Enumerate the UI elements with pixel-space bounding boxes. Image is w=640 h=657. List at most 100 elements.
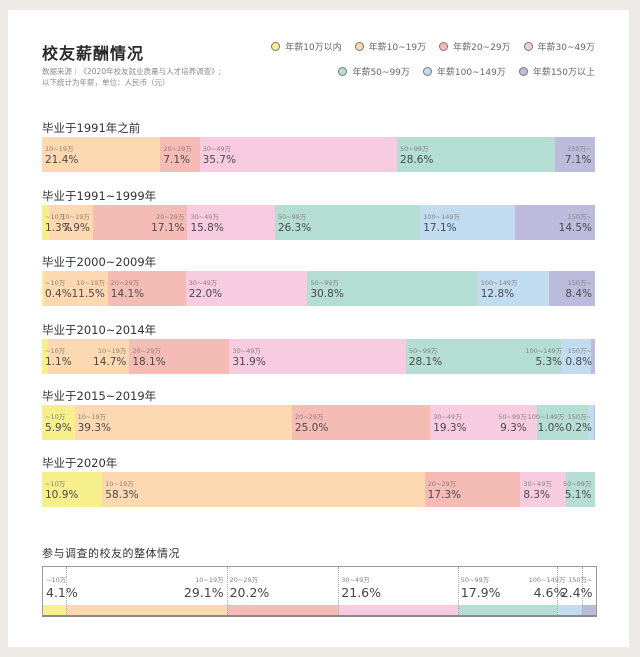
legend-item: 年薪30~49万 bbox=[523, 40, 595, 53]
overall-title: 参与调查的校友的整体情况 bbox=[42, 547, 180, 560]
segment-label: 50~99万 17.9% bbox=[461, 576, 501, 600]
bar-segment-100_149 bbox=[588, 405, 595, 440]
segment-label: 30~49万 35.7% bbox=[203, 145, 236, 167]
segment-category: 100~149万 bbox=[527, 413, 565, 421]
segment-category: 150万~ bbox=[567, 145, 592, 153]
segment-label: 20~29万 18.1% bbox=[132, 347, 165, 369]
bar-segment-100_149 bbox=[477, 271, 550, 306]
segment-percent: 15.8% bbox=[190, 222, 224, 234]
segment-label: 150万~ 2.4% bbox=[561, 576, 593, 600]
bar-segment-50_99 bbox=[457, 605, 558, 615]
segment-divider bbox=[338, 567, 340, 615]
segment-label: ~10万 4.1% bbox=[46, 576, 78, 600]
segment-category: 100~149万 bbox=[480, 279, 518, 287]
legend-swatch-icon bbox=[523, 42, 533, 51]
bar-segment-10_19 bbox=[42, 137, 161, 172]
segment-category: 10~19万 bbox=[195, 576, 224, 584]
segment-category: 50~99万 bbox=[498, 413, 527, 421]
segment-label: 50~99万 28.6% bbox=[400, 145, 433, 167]
bar-segment-50_99 bbox=[536, 405, 589, 440]
row-title: 毕业于2000~2009年 bbox=[42, 255, 157, 269]
bar-segment-20_29 bbox=[424, 472, 521, 507]
stacked-bar: ~10万 10.9% 10~19万 58.3% 20~29万 17.3% 30~49万 8.3… bbox=[42, 472, 595, 507]
segment-category: 50~99万 bbox=[460, 576, 490, 584]
segment-category: 10~19万 bbox=[61, 213, 90, 221]
bar-segment-10_19 bbox=[102, 472, 426, 507]
segment-percent: 7.1% bbox=[564, 154, 592, 166]
segment-percent: 1.3% bbox=[45, 222, 72, 234]
bar-segment-10_19 bbox=[65, 605, 228, 615]
segment-percent: 11.5% bbox=[71, 288, 105, 300]
segment-percent: 5.1% bbox=[564, 489, 592, 501]
segment-percent: 28.1% bbox=[408, 356, 443, 368]
segment-category: ~10万 bbox=[46, 576, 67, 584]
segment-label: 30~49万 21.6% bbox=[341, 576, 381, 600]
segment-percent: 19.3% bbox=[433, 422, 467, 434]
bar-segment-150p bbox=[582, 605, 596, 615]
chart-card: 校友薪酬情况 数据来源｜《2020年校友就业质量与人才培养调查》; 以下统计为年… bbox=[8, 10, 629, 647]
segment-label: 20~29万 7.1% bbox=[163, 145, 192, 167]
segment-percent: 12.8% bbox=[480, 288, 515, 300]
bar-segment-lt10 bbox=[42, 339, 49, 374]
segment-divider bbox=[226, 567, 228, 615]
subtitle-line-2: 以下统计为年薪，单位：人民币（元） bbox=[42, 78, 170, 87]
segment-percent: 25.0% bbox=[294, 422, 329, 434]
segment-percent: 5.3% bbox=[535, 356, 563, 368]
legend-item: 年薪150万以上 bbox=[518, 65, 595, 78]
segment-label: 150万~ 8.4% bbox=[565, 279, 592, 301]
segment-label: 30~49万 8.3% bbox=[523, 480, 552, 502]
legend-label: 年薪30~49万 bbox=[537, 43, 595, 53]
segment-category: ~10万 bbox=[45, 279, 66, 287]
bar-segment-10_19 bbox=[74, 405, 293, 440]
segment-percent: 21.4% bbox=[45, 154, 79, 166]
segment-divider bbox=[582, 567, 584, 615]
segment-category: 150万~ bbox=[567, 347, 592, 355]
legend-item: 年薪50~99万 bbox=[338, 65, 410, 78]
legend-label: 年薪10~19万 bbox=[368, 43, 427, 53]
segment-label: ~10万 1.3% bbox=[45, 213, 72, 235]
bar-segment-20_29 bbox=[160, 137, 201, 172]
bar-segment-lt10 bbox=[42, 271, 45, 306]
bar-segment-100_149 bbox=[561, 339, 592, 374]
stacked-bar: ~10万 5.9% 10~19万 39.3% 20~29万 25.0% 30~49万 19.3… bbox=[42, 405, 596, 440]
segment-category: 20~29万 bbox=[132, 347, 161, 355]
segment-label: 10~19万 29.1% bbox=[184, 576, 224, 600]
bar-segment-100_149 bbox=[556, 605, 583, 615]
segment-category: 30~49万 bbox=[433, 413, 462, 421]
legend-swatch-icon bbox=[271, 42, 281, 51]
segment-category: ~10万 bbox=[45, 213, 66, 221]
segment-label: 30~49万 22.0% bbox=[189, 279, 222, 301]
segment-category: 100~149万 bbox=[525, 347, 563, 355]
bar-segment-150p bbox=[590, 339, 596, 374]
bar-segment-lt10 bbox=[42, 472, 103, 507]
segment-percent: 14.7% bbox=[93, 356, 127, 368]
bar-segment-30_49 bbox=[185, 271, 308, 306]
segment-category: 100~149万 bbox=[423, 213, 461, 221]
segment-percent: 29.1% bbox=[183, 585, 224, 600]
overall-color-strip bbox=[43, 605, 596, 615]
segment-category: 50~99万 bbox=[562, 480, 592, 488]
segment-label: 150万~ 0.8% bbox=[565, 347, 592, 369]
segment-divider bbox=[457, 567, 459, 615]
segment-label: 20~29万 20.2% bbox=[230, 576, 270, 600]
segment-category: 10~19万 bbox=[45, 145, 74, 153]
row-title: 毕业于1991年之前 bbox=[42, 121, 141, 135]
segment-percent: 18.1% bbox=[132, 356, 166, 368]
legend-swatch-icon bbox=[422, 67, 432, 76]
segment-label: ~10万 1.1% bbox=[45, 347, 72, 369]
segment-category: 150万~ bbox=[568, 576, 593, 584]
segment-category: 20~29万 bbox=[427, 480, 457, 488]
legend-label: 年薪20~29万 bbox=[453, 43, 511, 53]
segment-category: 50~99万 bbox=[277, 213, 307, 221]
segment-category: 10~19万 bbox=[97, 347, 127, 355]
segment-label: 50~99万 28.1% bbox=[409, 347, 442, 369]
legend-item: 年薪20~29万 bbox=[439, 40, 511, 53]
bar-segment-lt10 bbox=[42, 205, 50, 240]
bar-segment-10_19 bbox=[48, 339, 130, 374]
legend-item: 年薪100~149万 bbox=[422, 65, 506, 78]
segment-label: 150万~ 0.2% bbox=[565, 413, 592, 435]
legend: 年薪10万以内 年薪10~19万 年薪20~29万 年薪30~49万 年薪50~99万 年… bbox=[235, 40, 595, 78]
segment-category: 10~19万 bbox=[77, 413, 107, 421]
bar-segment-150p bbox=[555, 137, 595, 172]
segment-label: 150万~ 14.5% bbox=[559, 213, 592, 235]
